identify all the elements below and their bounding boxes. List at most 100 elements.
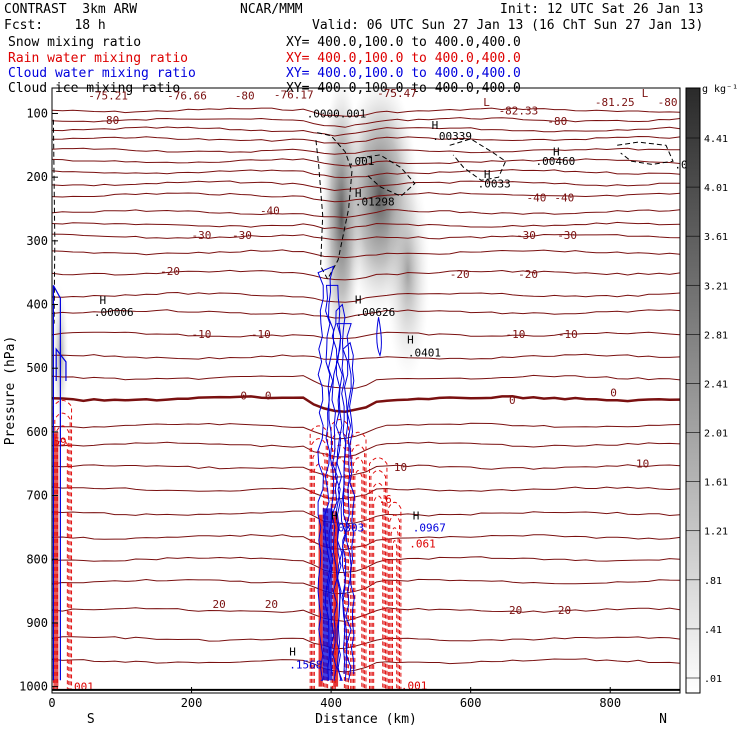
- cloud-ice-contour: [449, 138, 507, 181]
- cloud-ice-label: .00006: [94, 306, 134, 319]
- colorbar: g kg⁻¹ 4.41 4.01 3.61 3.21 2.81 2.41 2.01 1.61 1.…: [685, 84, 738, 694]
- valid-time: Valid: 06 UTC Sun 27 Jan 13 (16 ChT Sun …: [312, 18, 704, 33]
- temperature-label: 0: [240, 390, 247, 403]
- high-marker: H: [432, 119, 439, 132]
- cloud-ice-label: .00339: [432, 130, 472, 143]
- temperature-contour: [51, 374, 681, 389]
- high-marker: H: [413, 509, 420, 522]
- temperature-label: -30: [557, 229, 577, 242]
- rain-label: 59: [53, 435, 66, 448]
- rain-contour: [311, 438, 327, 690]
- cloud-water-label: .0967: [413, 521, 446, 534]
- legend-snow: Snow mixing ratio: [8, 35, 142, 50]
- temperature-label: -76.17: [274, 88, 314, 101]
- colorbar-label: .01: [704, 674, 722, 685]
- rain-contour: [57, 438, 68, 690]
- temperature-label: 20: [265, 598, 278, 611]
- colorbar-unit: g kg⁻¹: [702, 84, 738, 95]
- high-marker: H: [99, 294, 106, 307]
- cloud-water-label: .0303: [331, 521, 364, 534]
- rain-contour: [392, 540, 398, 690]
- rain-contour: [330, 419, 350, 690]
- temperature-label: -40: [554, 192, 574, 205]
- colorbar-label: 2.41: [704, 379, 728, 390]
- plot-frame: [51, 87, 681, 694]
- temperature-label: -81.25: [595, 96, 635, 109]
- temperature-label: -75.21: [88, 90, 128, 103]
- cloud-ice-label: .001: [348, 155, 375, 168]
- cloud-water-contour-edge: [55, 347, 67, 381]
- rain-contour: [354, 469, 363, 690]
- low-marker: L: [483, 96, 490, 109]
- cloud-ice-label: .0033: [478, 178, 511, 191]
- rain-contour: [350, 431, 367, 690]
- colorbar-label: 2.81: [704, 330, 728, 341]
- legend-rain: Rain water mixing ratio: [8, 51, 189, 66]
- rain-contour: [389, 514, 400, 690]
- high-marker: H: [289, 646, 296, 659]
- snow-ice-shading: [52, 75, 430, 426]
- colorbar-label: 1.21: [704, 527, 728, 538]
- rain-label: .001: [67, 681, 94, 694]
- y-tick-label: 500: [26, 361, 48, 375]
- rain-contour: [332, 431, 348, 690]
- cloud-ice-label: .0000.001: [307, 107, 367, 120]
- rain-contour: [55, 425, 70, 690]
- colorbar-label: 3.61: [704, 232, 728, 243]
- center-title: NCAR/MMM: [240, 2, 303, 17]
- high-marker: H: [355, 187, 362, 200]
- temperature-label: -30: [516, 229, 536, 242]
- y-tick-label: 200: [26, 170, 48, 184]
- rain-contour: [312, 450, 326, 690]
- init-time: Init: 12 UTC Sat 26 Jan 13: [500, 2, 704, 17]
- y-tick-label: 800: [26, 552, 48, 566]
- rain-core: [318, 514, 323, 687]
- temperature-contour: [51, 309, 681, 319]
- temperature-label: -20: [518, 268, 538, 281]
- high-marker: H: [553, 146, 560, 159]
- left-title: CONTRAST 3km ARW: [4, 2, 138, 17]
- y-tick-label: 100: [26, 106, 48, 120]
- temperature-label: 0: [265, 390, 272, 403]
- cloud-water-contour-small: [376, 317, 382, 357]
- cloud-ice-contour: [315, 132, 353, 281]
- x-end-label-south: S: [87, 712, 95, 727]
- cloud-ice-label: .00626: [356, 306, 396, 319]
- temperature-label: -10: [558, 328, 578, 341]
- cloud-ice-contour: [358, 154, 416, 197]
- rain-contour: [390, 527, 399, 690]
- cloud-ice-contour: [617, 141, 674, 165]
- temperature-contour: [51, 135, 681, 145]
- temperature-label: -80: [235, 90, 255, 103]
- cloud-ice-label: .01298: [355, 195, 395, 208]
- colorbar-label: 2.01: [704, 429, 728, 440]
- x-tick-label: 800: [599, 696, 621, 710]
- high-marker: H: [407, 334, 414, 347]
- temperature-label: -20: [160, 265, 180, 278]
- temperature-label: -80: [658, 96, 678, 109]
- temperature-contour: [51, 221, 681, 230]
- temperature-label: -80: [547, 115, 567, 128]
- y-axis-title: Pressure (hPa): [3, 336, 18, 446]
- temperature-contour: [51, 192, 681, 203]
- forecast-hour: Fcst: 18 h: [4, 18, 106, 33]
- temperature-contour: [51, 422, 681, 440]
- temperature-contour: [51, 607, 681, 622]
- rain-contour: [54, 412, 71, 690]
- legend-rain-xy: XY= 400.0,100.0 to 400.0,400.0: [286, 51, 521, 66]
- y-tick-label: 900: [26, 616, 48, 630]
- cloud-water-contour: [336, 323, 352, 681]
- x-axis-title: Distance (km): [315, 712, 417, 727]
- temperature-contour: [51, 331, 681, 340]
- temperature-contour: [51, 249, 681, 259]
- temperature-label: 20: [558, 604, 571, 617]
- rain-contour: [351, 444, 366, 690]
- y-tick-label: 400: [26, 298, 48, 312]
- temperature-contour: [51, 209, 681, 219]
- x-tick-label: 200: [181, 696, 203, 710]
- y-tick-label: 600: [26, 425, 48, 439]
- temperature-label: -80: [99, 114, 119, 127]
- temperature-label: 20: [212, 598, 225, 611]
- temperature-label: 0: [509, 394, 516, 407]
